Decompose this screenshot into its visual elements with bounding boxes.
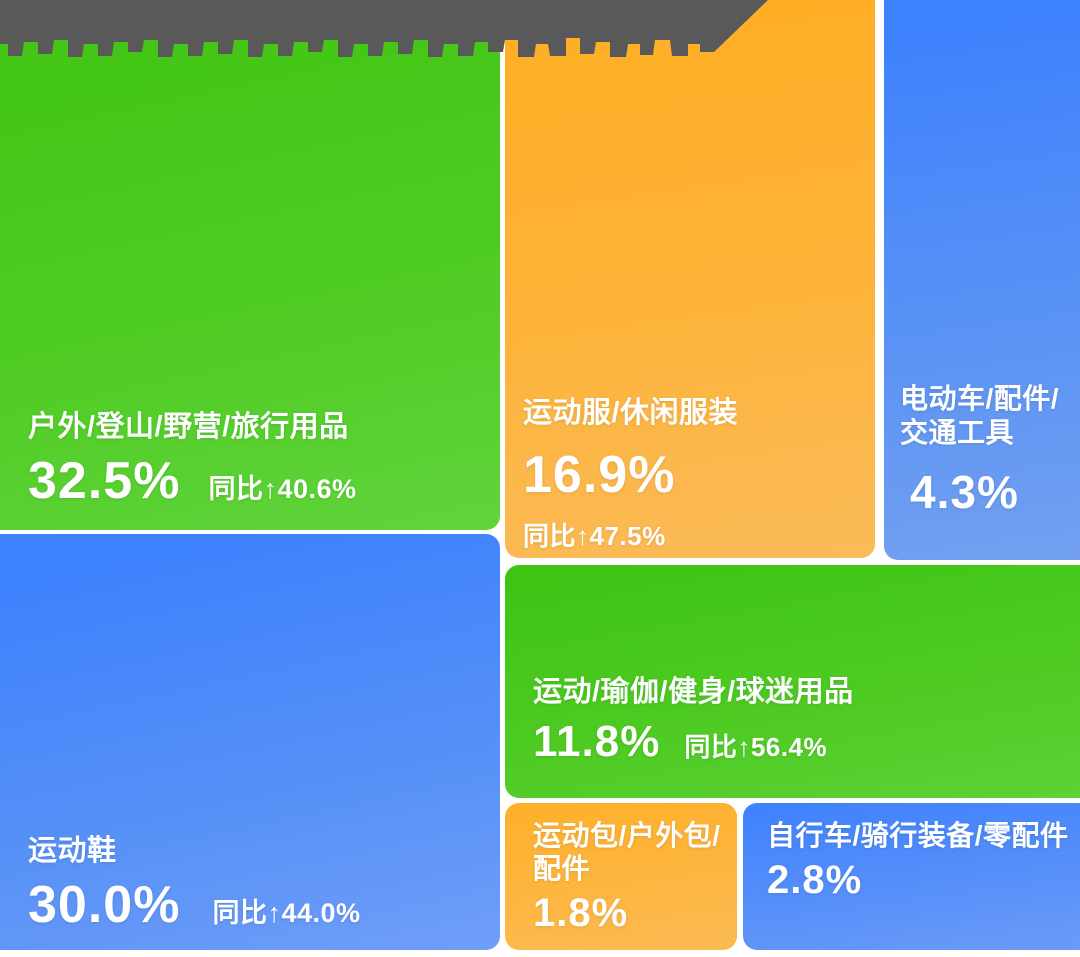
- tile-text-group: 运动/瑜伽/健身/球迷用品 11.8% 同比↑56.4%: [533, 675, 854, 764]
- tile-yoy-value: 同比↑56.4%: [684, 731, 828, 762]
- tile-text-group: 运动包/户外包/配件 1.8%: [533, 819, 721, 933]
- treemap-tile-bags[interactable]: 运动包/户外包/配件 1.8%: [505, 803, 737, 950]
- treemap-tile-sports[interactable]: 运动/瑜伽/健身/球迷用品 11.8% 同比↑56.4%: [505, 565, 1080, 798]
- tile-text-group: 自行车/骑行装备/零配件 2.8%: [767, 819, 1079, 900]
- tile-text-group: 运动服/休闲服装 16.9% 同比↑47.5%: [523, 396, 738, 549]
- tile-text-group: 户外/登山/野营/旅行用品 32.5% 同比↑40.6%: [28, 410, 357, 507]
- tile-text-group: 运动鞋 30.0% 同比↑44.0%: [28, 834, 361, 931]
- tile-share-value: 30.0%: [28, 875, 181, 934]
- tile-yoy-value: 同比↑47.5%: [523, 520, 666, 551]
- tile-share-value: 4.3%: [910, 466, 1019, 519]
- tile-label: 户外/登山/野营/旅行用品: [28, 411, 349, 443]
- tile-share-value: 2.8%: [767, 858, 863, 903]
- tile-label: 运动/瑜伽/健身/球迷用品: [533, 676, 854, 708]
- tile-yoy-value: 同比↑40.6%: [208, 473, 357, 504]
- treemap-tile-apparel[interactable]: 运动服/休闲服装 16.9% 同比↑47.5%: [505, 0, 875, 558]
- tile-yoy-value: 同比↑44.0%: [212, 897, 361, 928]
- treemap-tile-shoes[interactable]: 运动鞋 30.0% 同比↑44.0%: [0, 534, 500, 950]
- tile-label: 电动车/配件/交通工具: [900, 383, 1060, 448]
- tile-label: 运动包/户外包/配件: [533, 820, 721, 885]
- tile-share-value: 11.8%: [533, 716, 661, 766]
- tile-label: 运动鞋: [28, 835, 117, 867]
- tile-label: 自行车/骑行装备/零配件: [767, 820, 1069, 851]
- treemap-tile-ev[interactable]: 电动车/配件/交通工具 4.3%: [884, 0, 1080, 560]
- tile-text-group: 电动车/配件/交通工具 4.3%: [900, 382, 1062, 515]
- treemap-tile-outdoor[interactable]: 户外/登山/野营/旅行用品 32.5% 同比↑40.6%: [0, 0, 500, 530]
- treemap-tile-bike[interactable]: 自行车/骑行装备/零配件 2.8%: [743, 803, 1080, 950]
- tile-share-value: 32.5%: [28, 451, 181, 510]
- tile-label: 运动服/休闲服装: [523, 397, 739, 429]
- tile-share-value: 16.9%: [523, 445, 676, 504]
- tile-share-value: 1.8%: [533, 891, 629, 936]
